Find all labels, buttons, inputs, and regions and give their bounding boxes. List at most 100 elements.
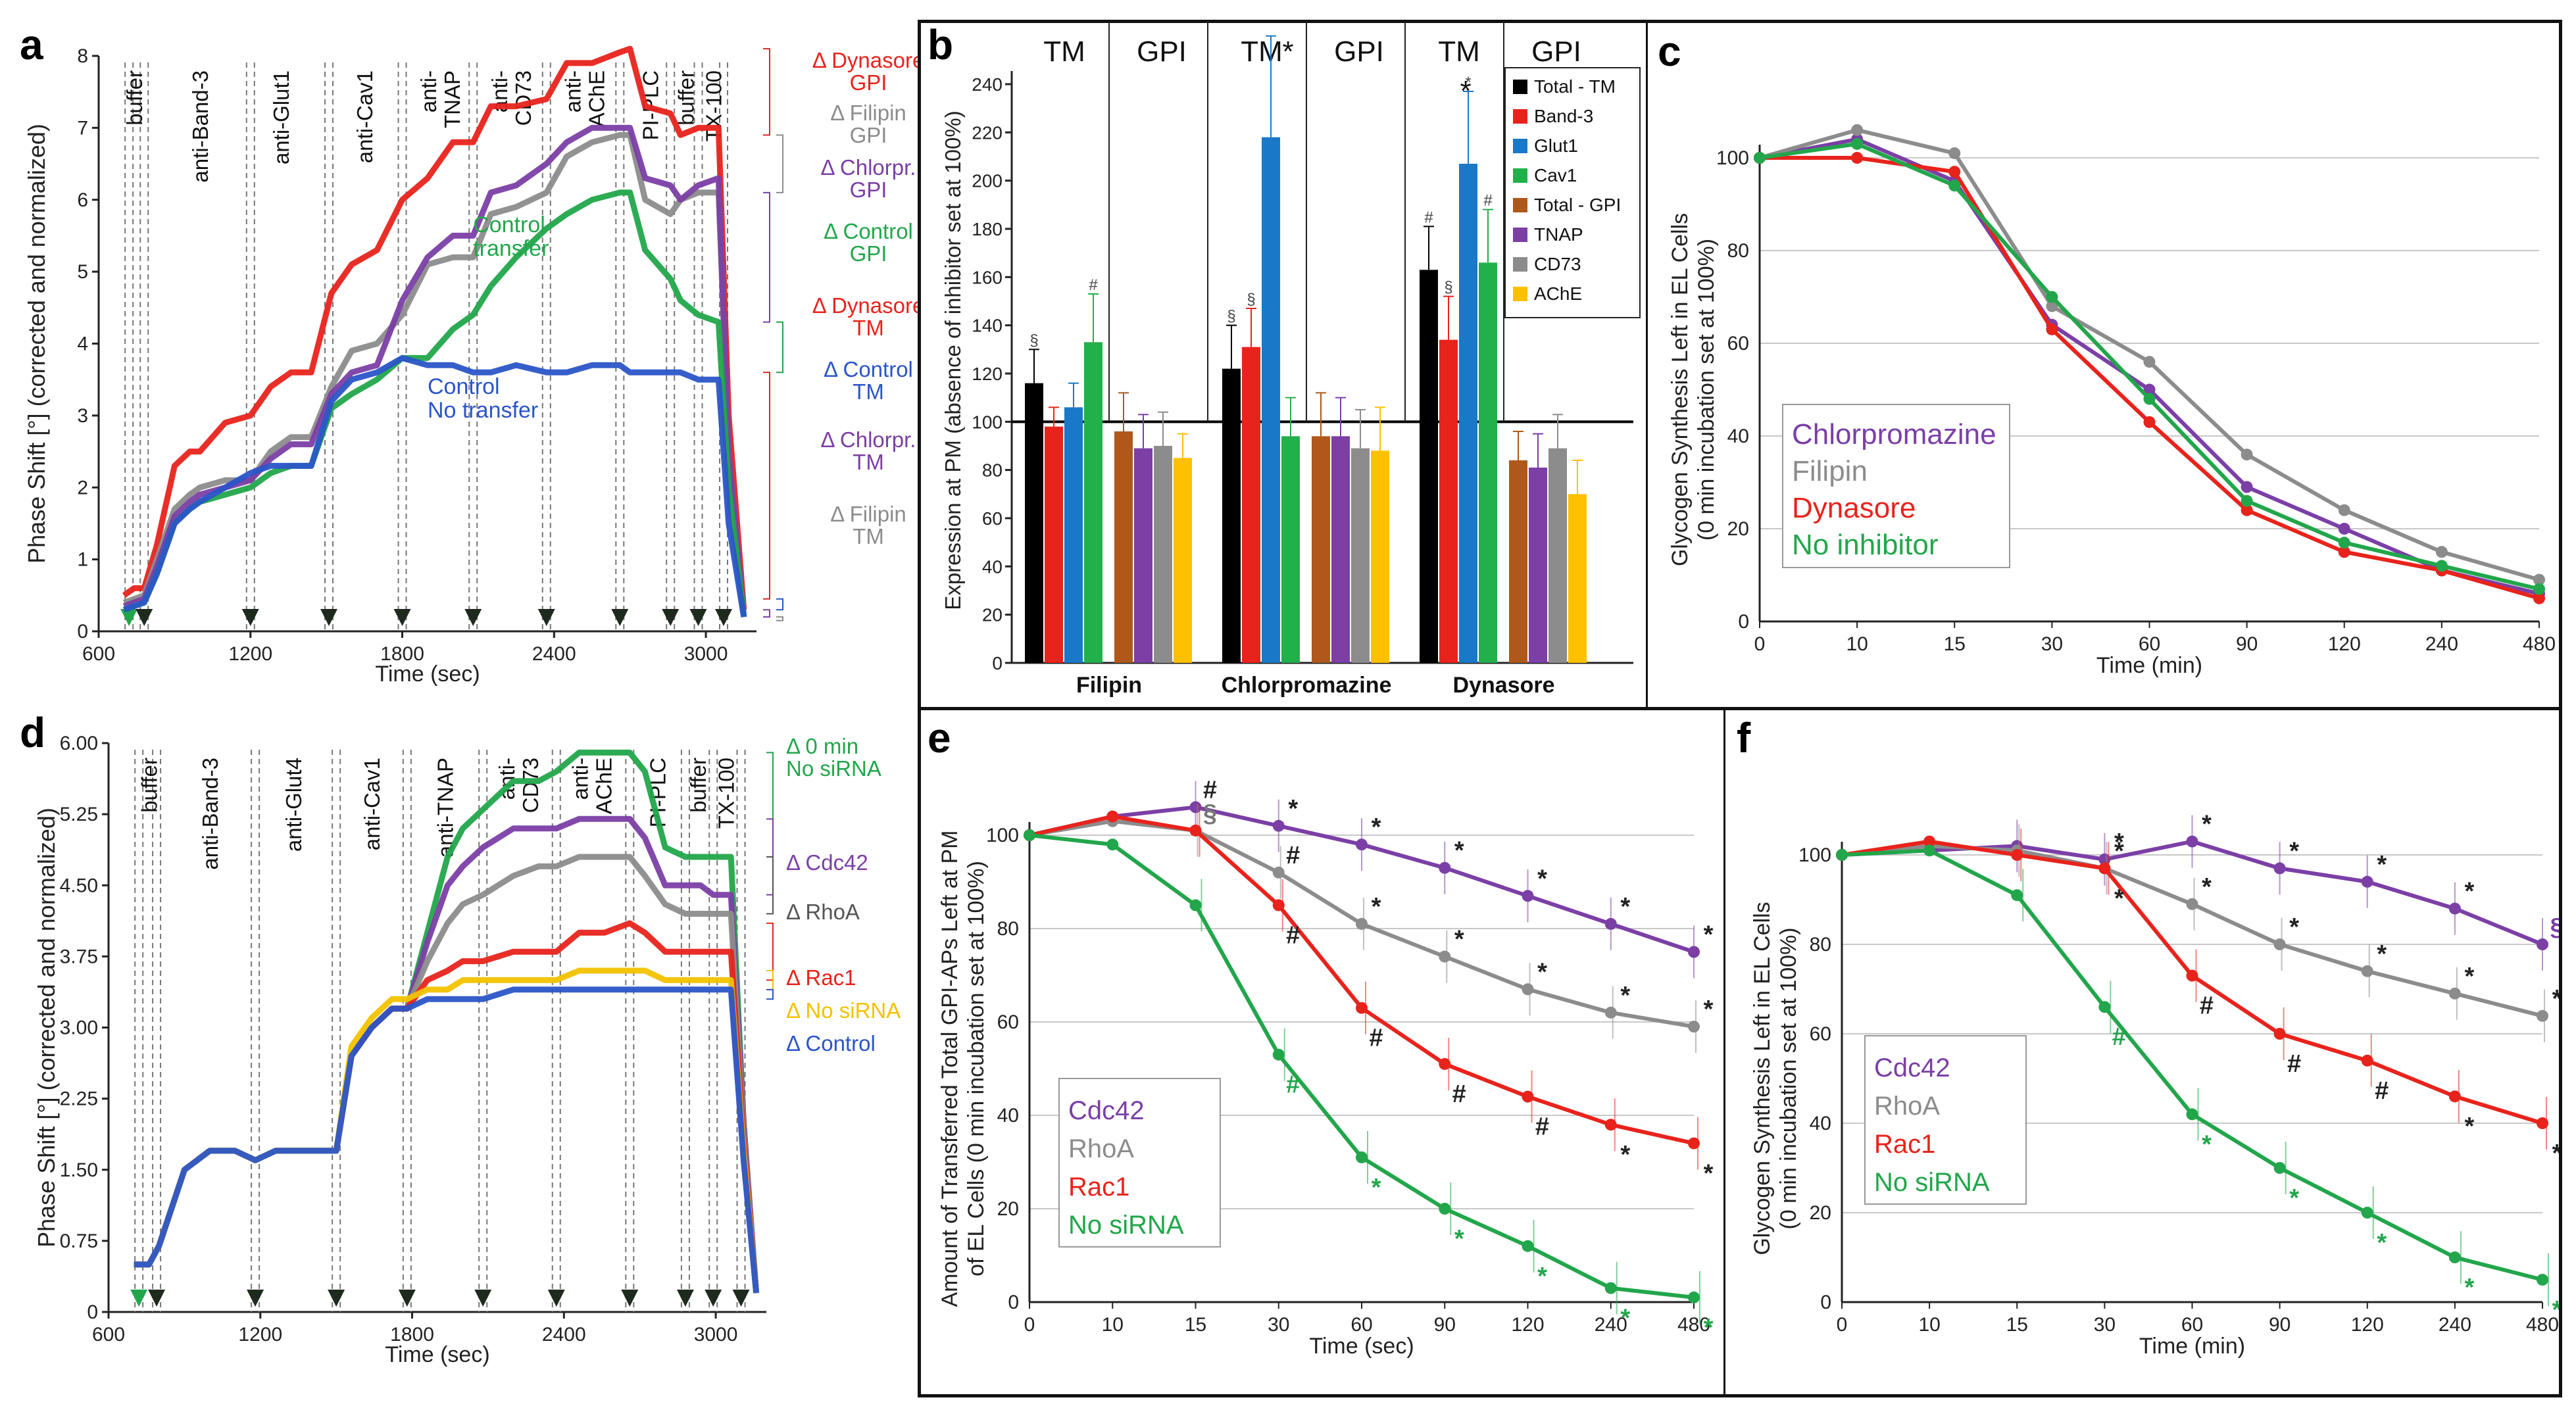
y-axis-title: Phase Shift [°] (corrected and normalize… — [23, 124, 50, 564]
data-point — [2273, 938, 2286, 950]
data-point — [2241, 481, 2253, 493]
delta-label: Δ Chlorpr. — [821, 427, 916, 452]
data-point — [2448, 1090, 2461, 1103]
y-axis-title: of EL Cells (0 min incubation set at 100… — [964, 861, 989, 1276]
bar-cd73 — [1548, 448, 1567, 663]
legend-label: Total - TM — [1534, 76, 1616, 97]
injection-marker — [474, 1290, 492, 1307]
annotation-control-transfer: Control — [473, 212, 545, 237]
significance-mark: * — [1454, 1225, 1464, 1253]
y-tick-label: 40 — [1810, 1113, 1831, 1134]
data-point — [1272, 899, 1285, 911]
panel-label-c: c — [1658, 28, 1681, 75]
legend-swatch — [1513, 109, 1527, 124]
delta-bracket — [766, 752, 774, 858]
data-point — [2241, 448, 2253, 461]
bar-tnap — [1134, 448, 1152, 663]
legend-box — [1058, 1078, 1221, 1248]
x-tick-label: 0 — [1024, 1314, 1035, 1336]
significance-mark: * — [1704, 996, 1714, 1023]
data-point — [1356, 917, 1368, 930]
bar-tnap — [1331, 436, 1350, 663]
significance-mark: * — [1288, 795, 1298, 823]
data-point — [2011, 889, 2023, 902]
bar-glut1 — [1459, 164, 1477, 663]
frame-panel-b — [918, 20, 1648, 710]
bar-glut1 — [1262, 137, 1280, 663]
x-tick-label: 480 — [2523, 633, 2556, 655]
significance-mark: § — [1247, 291, 1255, 308]
bar-total-tm — [1025, 383, 1043, 663]
data-point — [1024, 829, 1035, 841]
x-tick-label: 10 — [1918, 1314, 1940, 1336]
data-point — [2098, 853, 2111, 865]
significance-mark: * — [1537, 1263, 1547, 1290]
data-point — [2435, 546, 2448, 558]
delta-label: Δ Cdc42 — [786, 850, 868, 875]
data-point — [1272, 1048, 1285, 1061]
data-point — [2241, 495, 2253, 507]
significance-mark: # — [1089, 276, 1098, 294]
x-tick-label: 480 — [2526, 1314, 2559, 1336]
injection-marker — [328, 1290, 345, 1307]
y-tick-label: 0.75 — [60, 1230, 98, 1252]
data-point — [1189, 801, 1202, 813]
significance-mark: * — [1704, 1314, 1714, 1342]
series-line-control-no-transfer — [122, 354, 747, 618]
x-tick-label: 600 — [82, 643, 115, 665]
x-axis-title: Time (sec) — [375, 662, 480, 687]
group-label: Filipin — [1076, 673, 1142, 698]
data-point — [1522, 1090, 1534, 1103]
injection-marker — [715, 609, 732, 626]
legend-label: No inhibitor — [1792, 529, 1939, 561]
data-point — [2361, 965, 2373, 977]
bar-glut1 — [1064, 407, 1083, 663]
delta-label: Δ No siRNA — [786, 998, 901, 1023]
data-point — [2435, 560, 2448, 572]
y-axis-title: Glycogen Synthesis Left in EL Cells — [1750, 902, 1775, 1255]
bar-total-gpi — [1312, 436, 1330, 663]
delta-bracket — [763, 609, 770, 618]
x-axis-title: Time (sec) — [385, 1342, 489, 1367]
y-tick-label: 3.00 — [60, 1017, 98, 1039]
y-tick-label: 7 — [77, 117, 88, 139]
legend-box — [1864, 1035, 2027, 1205]
y-axis-title: (0 min incubation set at 100%) — [1776, 927, 1801, 1229]
significance-mark: * — [2289, 913, 2299, 941]
data-point — [2448, 987, 2461, 1000]
delta-label: Δ Dynasore — [812, 293, 918, 318]
significance-mark: # — [1369, 1025, 1383, 1052]
significance-mark: * — [1454, 926, 1464, 954]
data-point — [1604, 1006, 1617, 1019]
x-tick-label: 240 — [2425, 633, 2458, 655]
data-point — [1688, 946, 1700, 958]
data-point — [2537, 1274, 2548, 1286]
delta-label: No siRNA — [786, 756, 881, 781]
x-axis-title: Time (min) — [2139, 1334, 2245, 1359]
series-line-chlorpromazine — [123, 124, 747, 618]
x-axis-title: Time (min) — [2096, 653, 2202, 678]
legend-label: Total - GPI — [1534, 195, 1621, 215]
data-point — [2046, 323, 2058, 335]
delta-label: GPI — [850, 241, 887, 266]
x-axis-title: Time (sec) — [1309, 1334, 1414, 1359]
legend-swatch — [1513, 287, 1527, 301]
legend-label: No siRNA — [1874, 1168, 1990, 1197]
bar-tnap — [1529, 468, 1547, 663]
bar-band-3 — [1045, 426, 1063, 663]
data-point — [1604, 1119, 1617, 1131]
delta-label: Δ Filipin — [830, 502, 906, 526]
bar-cav1 — [1479, 262, 1497, 663]
data-point — [1948, 180, 1961, 192]
x-tick-label: 90 — [2269, 1314, 2291, 1336]
data-point — [2533, 573, 2545, 586]
legend-label: Chlorpromazine — [1792, 418, 1996, 450]
y-tick-label: 4.50 — [60, 875, 98, 896]
y-tick-label: 0 — [992, 653, 1003, 673]
data-point — [2361, 1054, 2373, 1067]
event-label: CD73 — [518, 758, 543, 813]
x-tick-label: 120 — [2351, 1314, 2384, 1336]
delta-label: TM — [853, 379, 884, 404]
significance-mark: * — [2289, 1184, 2299, 1212]
series-line-no-sirna — [134, 967, 760, 1294]
